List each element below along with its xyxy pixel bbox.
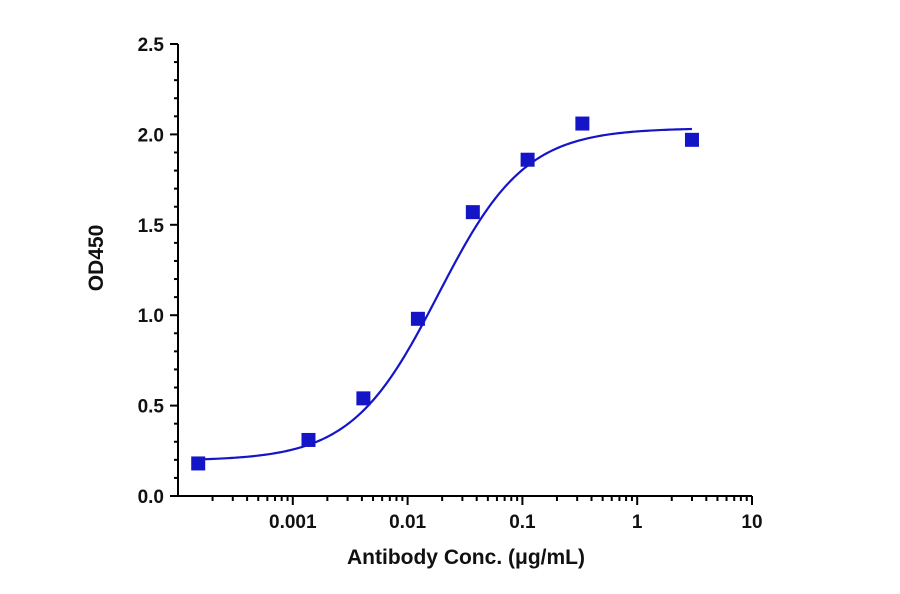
data-point: [410, 311, 425, 326]
y-axis: 0.0 0.5 1.0 1.5 2.0 2.5: [138, 35, 179, 508]
data-point: [520, 152, 535, 167]
y-tick-label: 0.5: [138, 397, 165, 418]
y-tick-label: 1.0: [138, 306, 164, 327]
y-tick-label: 2.5: [138, 35, 165, 56]
x-tick-label: 1: [632, 512, 643, 533]
x-tick-label: 0.001: [269, 512, 317, 533]
x-axis: 0.001 0.01 0.1 1 10: [178, 495, 763, 533]
x-tick-label: 10: [741, 512, 762, 533]
data-point: [684, 132, 699, 147]
y-tick-label: 0.0: [138, 487, 164, 508]
data-point: [301, 432, 316, 447]
y-tick-label: 1.5: [138, 216, 165, 237]
data-point: [356, 391, 371, 406]
x-axis-title: Antibody Conc. (μg/mL): [347, 546, 585, 569]
y-tick-label: 2.0: [138, 125, 164, 146]
x-tick-label: 0.01: [389, 512, 426, 533]
data-point: [191, 456, 206, 471]
data-point: [465, 205, 480, 220]
x-tick-label: 0.1: [509, 512, 536, 533]
y-axis-title: OD450: [85, 225, 108, 292]
fit-curve: [198, 127, 692, 461]
plot-area: [191, 116, 699, 471]
data-point: [575, 116, 590, 131]
